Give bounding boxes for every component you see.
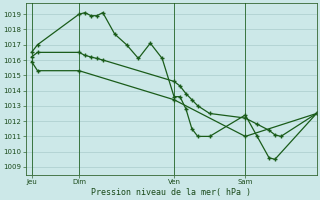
X-axis label: Pression niveau de la mer( hPa ): Pression niveau de la mer( hPa ) — [91, 188, 251, 197]
